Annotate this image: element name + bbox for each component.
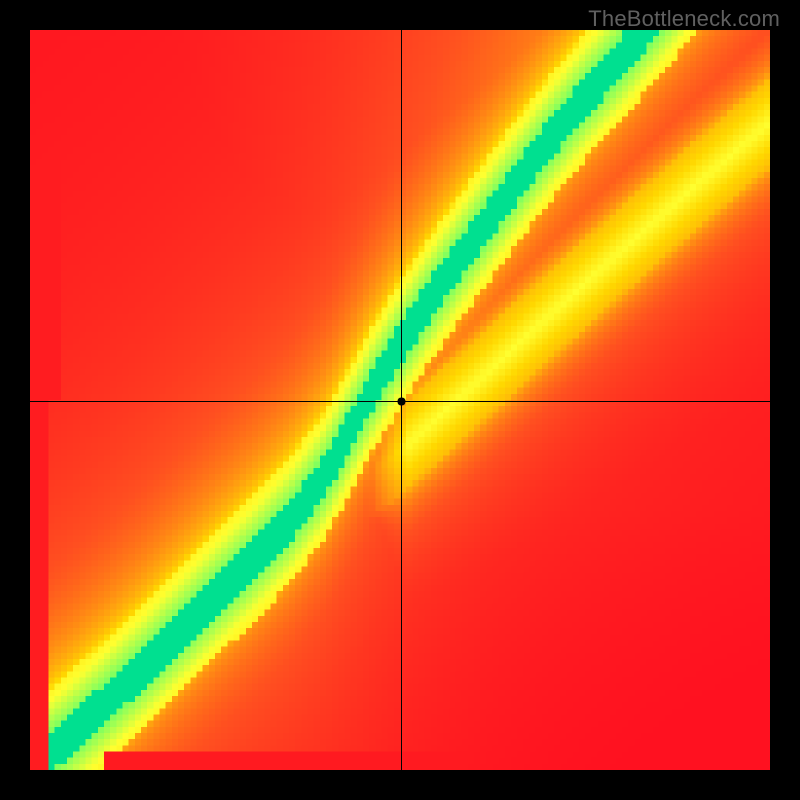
- crosshair-overlay: [30, 30, 770, 770]
- watermark-text: TheBottleneck.com: [588, 6, 780, 32]
- chart-container: { "watermark": "TheBottleneck.com", "can…: [0, 0, 800, 800]
